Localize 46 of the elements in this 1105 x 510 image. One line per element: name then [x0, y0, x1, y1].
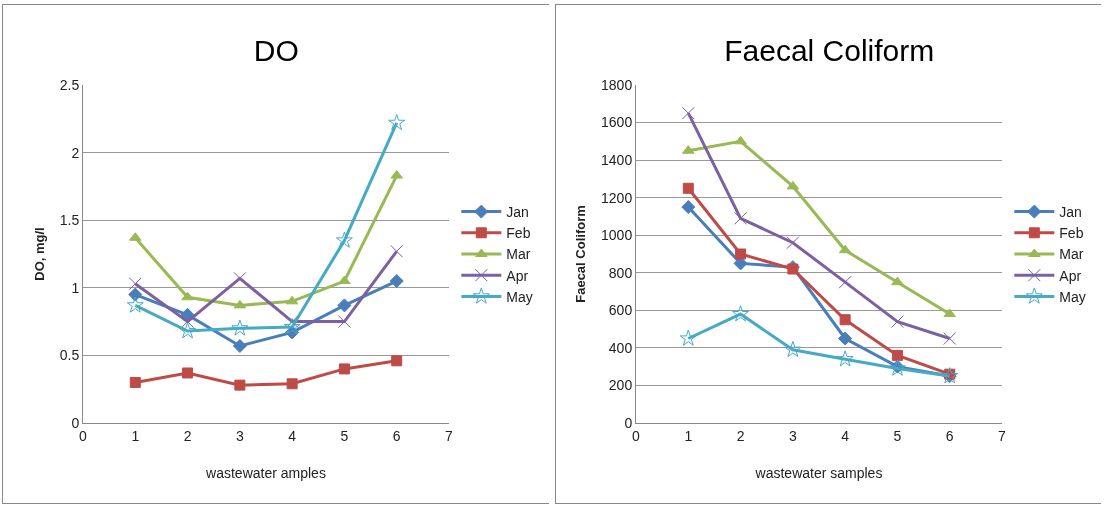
y-tick-label: 1800 [600, 76, 632, 93]
x-tick-label: 6 [945, 427, 954, 444]
y-tick-label: 1400 [600, 152, 632, 169]
x-tick-label: 7 [445, 427, 454, 444]
y-tick-label: 1.5 [59, 212, 80, 229]
y-tick-label: 2.5 [59, 76, 80, 93]
x-tick-label: 5 [340, 427, 349, 444]
y-tick-label: 1600 [600, 114, 632, 131]
y-tick-label: 600 [608, 302, 632, 319]
x-tick-label: 6 [392, 427, 401, 444]
y-tick-label: 2 [71, 144, 80, 161]
legend-label: Feb [1058, 225, 1084, 242]
legend-label: Jan [506, 204, 529, 221]
y-tick-label: 400 [608, 339, 632, 356]
y-tick-label: 1000 [600, 227, 632, 244]
x-tick-label: 2 [736, 427, 745, 444]
legend-label: May [1058, 288, 1086, 305]
legend-label: Jan [1058, 204, 1082, 221]
x-tick-label: 3 [788, 427, 797, 444]
chart-title: Faecal Coliform [723, 33, 934, 67]
x-tick-label: 4 [288, 427, 297, 444]
x-axis-title: wastewater samples [754, 465, 882, 482]
y-tick-label: 1 [71, 279, 80, 296]
legend-label: Mar [1058, 246, 1084, 263]
y-tick-label: 800 [608, 264, 632, 281]
y-tick-label: 0 [623, 414, 632, 431]
legend-label: May [506, 288, 533, 305]
legend-label: Feb [506, 225, 531, 242]
legend-label: Apr [1058, 267, 1081, 284]
y-tick-label: 0 [71, 414, 80, 431]
x-tick-label: 4 [840, 427, 849, 444]
legend-label: Apr [506, 267, 529, 284]
x-tick-label: 5 [893, 427, 902, 444]
x-tick-label: 1 [683, 427, 692, 444]
x-axis-title: wastewater amples [205, 465, 326, 482]
legend-label: Mar [506, 246, 531, 263]
y-tick-label: 200 [608, 377, 632, 394]
y-axis-title: DO, mg/l [31, 227, 47, 281]
x-tick-label: 3 [235, 427, 244, 444]
y-axis-title: Faecal Coliform [572, 205, 588, 303]
x-tick-label: 1 [131, 427, 140, 444]
y-tick-label: 0.5 [59, 347, 80, 364]
chart-title: DO [253, 33, 299, 67]
x-tick-label: 2 [183, 427, 192, 444]
y-tick-label: 1200 [600, 189, 632, 206]
x-tick-label: 7 [997, 427, 1006, 444]
